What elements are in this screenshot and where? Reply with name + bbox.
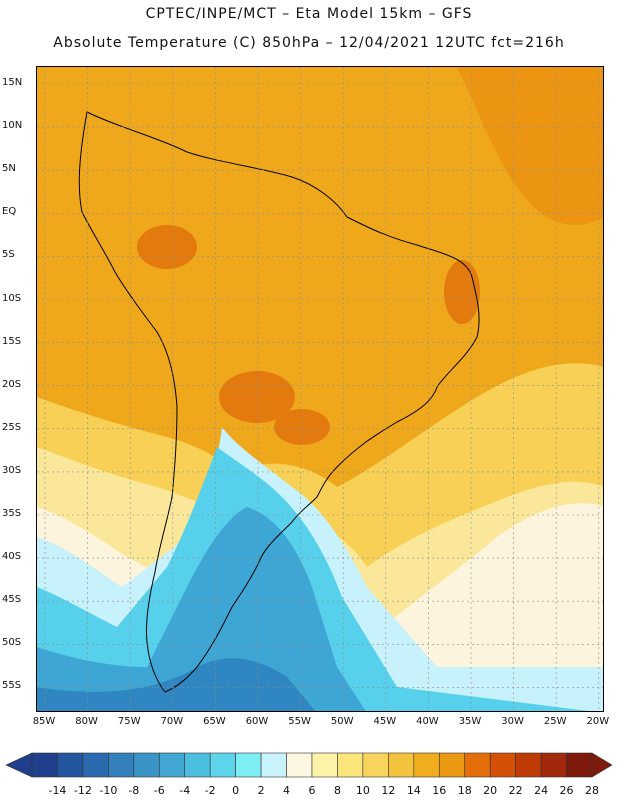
colorbar-label: 6: [308, 784, 316, 797]
latitude-label: EQ: [2, 206, 17, 218]
colorbar-label: -2: [204, 784, 216, 797]
temperature-map[interactable]: [36, 66, 604, 712]
colorbar-label: 26: [559, 784, 574, 797]
colorbar-swatch: [260, 752, 287, 778]
colorbar-label: 8: [333, 784, 341, 797]
longitude-label: 25W: [543, 716, 567, 727]
colorbar-label: 24: [534, 784, 549, 797]
colorbar-label: 16: [432, 784, 447, 797]
latitude-label: 10S: [2, 292, 22, 304]
colorbar-swatch: [286, 752, 313, 778]
latitude-label: 10N: [2, 120, 23, 132]
longitude-label: 50W: [330, 716, 354, 727]
colorbar-label: 20: [483, 784, 498, 797]
latitude-label: 35S: [2, 508, 22, 519]
longitude-label: 55W: [288, 716, 311, 727]
colorbar-label: 14: [406, 784, 421, 797]
colorbar-swatch: [82, 752, 109, 778]
colorbar-swatch: [158, 752, 186, 778]
colorbar-min-arrow: [5, 752, 33, 778]
longitude-label: 20W: [586, 716, 610, 727]
longitude-label: 65W: [203, 716, 226, 727]
colorbar-label: 22: [508, 784, 523, 797]
colorbar-swatch: [515, 752, 542, 778]
latitude-label: 5S: [2, 249, 15, 261]
temperature-field: [37, 67, 603, 711]
hot-spot-parana: [274, 409, 330, 445]
colorbar-label: 2: [257, 784, 265, 797]
latitude-label: 45S: [2, 594, 22, 606]
colorbar-label: 0: [232, 784, 240, 797]
colorbar-label: 4: [283, 784, 291, 797]
colorbar-label: 12: [381, 784, 396, 797]
field-warm-north: [457, 67, 603, 226]
colorbar-swatch: [413, 752, 440, 778]
hot-spot-northeast: [444, 260, 480, 324]
longitude-label: 45W: [373, 716, 397, 727]
colorbar-swatch: [438, 752, 466, 778]
latitude-label: 25S: [2, 421, 22, 433]
colorbar-swatch: [388, 752, 415, 778]
latitude-label: 40S: [2, 551, 22, 563]
colorbar-swatch: [540, 752, 567, 778]
colorbar-swatch: [235, 752, 262, 778]
south-america-coastline: [78, 111, 480, 693]
hot-spot-chaco: [219, 371, 295, 423]
map-title-line1: CPTEC/INPE/MCT – Eta Model 15km – GFS: [145, 6, 473, 22]
colorbar-max-arrow: [591, 752, 613, 778]
colorbar-label: -8: [128, 784, 140, 797]
longitude-label: 80W: [75, 716, 98, 727]
longitude-label: 70W: [160, 716, 184, 727]
colorbar-swatch: [209, 752, 236, 778]
colorbar: [5, 752, 613, 778]
colorbar-label: -6: [153, 784, 165, 797]
colorbar-swatch: [108, 752, 135, 778]
colorbar-swatch: [337, 752, 364, 778]
colorbar-label: -4: [179, 784, 191, 797]
field-deep-blue: [37, 658, 316, 711]
colorbar-swatch: [184, 752, 211, 778]
map-title-line2: Absolute Temperature (C) 850hPa – 12/04/…: [53, 35, 565, 51]
colorbar-label: 10: [355, 784, 370, 797]
colorbar-label: -10: [99, 784, 118, 797]
colorbar-label: 28: [585, 784, 599, 797]
latitude-label: 55S: [2, 680, 22, 692]
latitude-label: 5N: [2, 163, 16, 175]
colorbar-swatch: [566, 752, 593, 778]
longitude-label: 35W: [458, 716, 482, 727]
longitude-label: 40W: [416, 716, 439, 727]
colorbar-label: -14: [48, 784, 67, 797]
colorbar-swatch: [464, 752, 491, 778]
longitude-label: 75W: [117, 716, 141, 727]
latitude-label: 15S: [2, 335, 22, 347]
longitude-label: 60W: [245, 716, 269, 727]
colorbar-label: -12: [73, 784, 92, 797]
longitude-label: 30W: [501, 716, 524, 727]
colorbar-swatch: [133, 752, 160, 778]
latitude-label: 15N: [2, 77, 23, 88]
longitude-label: 85W: [32, 716, 56, 727]
colorbar-swatch: [489, 752, 516, 778]
colorbar-label: 18: [457, 784, 472, 797]
latitude-label: 50S: [2, 637, 22, 649]
colorbar-swatch: [57, 752, 84, 778]
colorbar-swatch: [31, 752, 58, 778]
latitude-label: 20S: [2, 378, 22, 390]
hot-spot-amazon: [137, 225, 197, 269]
colorbar-swatch: [362, 752, 389, 778]
colorbar-swatch: [311, 752, 338, 778]
latitude-label: 30S: [2, 464, 22, 476]
